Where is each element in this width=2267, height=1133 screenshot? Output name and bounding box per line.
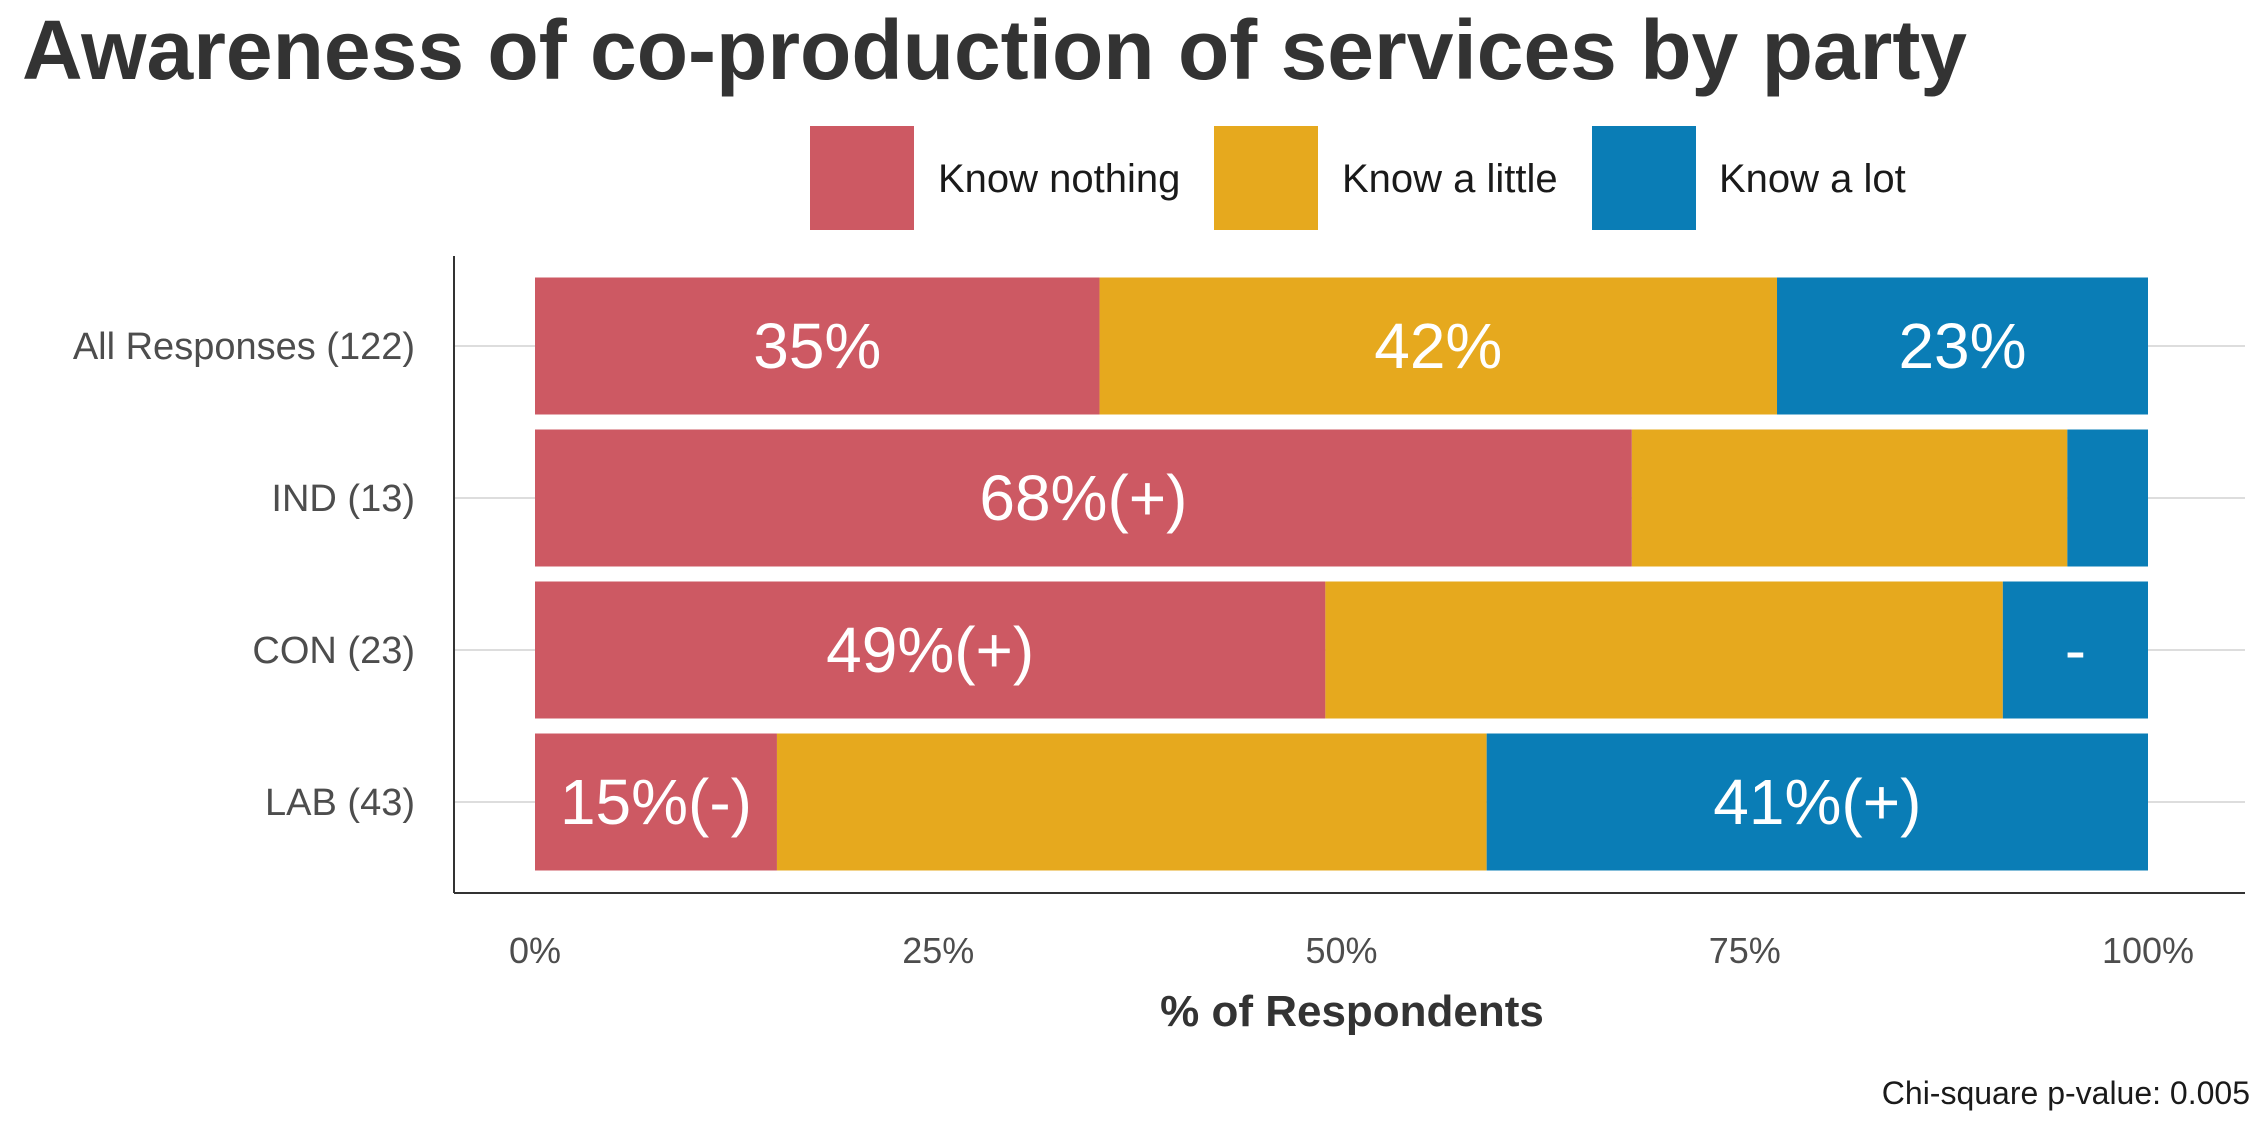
x-tick-label: 0% (509, 930, 561, 971)
bar-segment-know-nothing (535, 429, 1632, 567)
bar-value-label: 23% (1898, 310, 2026, 382)
bar-segment-know-nothing (535, 277, 1100, 415)
bar-segment-know-a-little (1325, 581, 2003, 719)
x-tick-label: 50% (1305, 930, 1377, 971)
legend-label: Know a little (1342, 157, 1558, 201)
category-label: IND (13) (271, 478, 415, 520)
bar-segment-know-a-little (776, 733, 1487, 871)
bar-segment-know-a-little (1099, 277, 1778, 415)
legend-label: Know nothing (938, 157, 1180, 201)
bar-value-label: 49%(+) (826, 614, 1034, 686)
legend-label: Know a lot (1719, 157, 1906, 201)
x-axis-title: % of Respondents (1160, 987, 1544, 1036)
bar-segment-know-a-lot (2002, 581, 2148, 719)
category-label: LAB (43) (265, 782, 415, 824)
bars (535, 277, 2148, 871)
bar-value-label: - (2065, 614, 2086, 686)
x-tick-label: 75% (1709, 930, 1781, 971)
bar-segment-know-a-lot (1486, 733, 2148, 871)
legend-swatch (1214, 126, 1318, 230)
chart-title: Awareness of co-production of services b… (22, 3, 1968, 97)
bar-value-label: 35% (753, 310, 881, 382)
axes: All Responses (122) IND (13) CON (23) LAB (… (73, 256, 2245, 971)
bar-segment-know-nothing (535, 733, 777, 871)
legend: Know nothing Know a little Know a lot (810, 126, 1906, 230)
category-label: All Responses (122) (73, 326, 415, 368)
chi-square-note: Chi-square p-value: 0.005 (1882, 1075, 2250, 1111)
bar-segment-know-a-lot (2067, 429, 2148, 567)
bar-segment-know-nothing (535, 581, 1326, 719)
bar-value-label: 15%(-) (560, 766, 752, 838)
category-label: CON (23) (252, 630, 415, 672)
bar-value-label: 42% (1374, 310, 1502, 382)
legend-swatch (1592, 126, 1696, 230)
legend-swatch (810, 126, 914, 230)
x-tick-label: 25% (902, 930, 974, 971)
bar-value-label: 68%(+) (979, 462, 1187, 534)
bar-segment-know-a-lot (1777, 277, 2148, 415)
bar-value-label: 41%(+) (1713, 766, 1921, 838)
x-tick-label: 100% (2102, 930, 2194, 971)
bar-segment-know-a-little (1631, 429, 2068, 567)
bar-labels: 35% 42% 23% 68%(+) 49%(+) - 15%(-) 41%(+) (560, 310, 2086, 838)
